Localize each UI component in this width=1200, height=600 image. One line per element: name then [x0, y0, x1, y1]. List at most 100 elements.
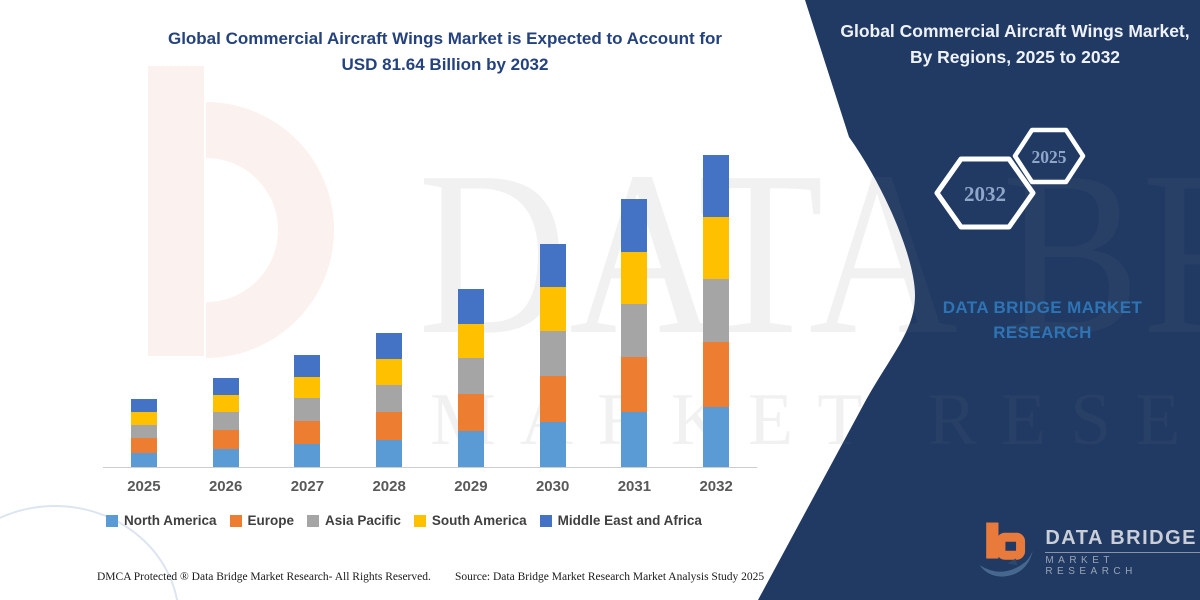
stacked-bar-2026 — [212, 378, 239, 467]
legend-label: Asia Pacific — [325, 513, 401, 528]
bar-segment-south-america — [539, 287, 566, 331]
chart-title-line2: USD 81.64 Billion by 2032 — [341, 55, 549, 75]
x-tick-label-2026: 2026 — [208, 478, 243, 495]
bar-column-2027 — [267, 147, 349, 467]
bar-segment-europe — [703, 342, 730, 407]
bar-segment-south-america — [212, 395, 239, 413]
legend-label: Middle East and Africa — [557, 513, 702, 528]
legend: North America Europe Asia Pacific South Ame… — [106, 513, 766, 528]
legend-item-south-america: South America — [413, 513, 527, 528]
bar-segment-north-america — [212, 448, 239, 467]
logo-watermark-bowl — [205, 102, 334, 358]
bar-segment-asia-pacific — [212, 412, 239, 431]
bar-segment-asia-pacific — [130, 424, 157, 439]
x-tick-label-2029: 2029 — [454, 478, 488, 495]
bar-segment-south-america — [376, 358, 403, 385]
chart-title: Global Commercial Aircraft Wings Market … — [130, 26, 760, 79]
x-tick-label-2032: 2032 — [699, 478, 733, 495]
bar-segment-europe — [539, 375, 566, 422]
bar-segment-middle-east-and-africa — [294, 355, 321, 377]
legend-item-asia-pacific: Asia Pacific — [307, 513, 401, 528]
bar-segment-europe — [294, 420, 321, 445]
bar-segment-middle-east-and-africa — [457, 288, 484, 324]
legend-swatch-icon — [307, 514, 320, 527]
x-labels: 2025 2026 2027 2028 2029 2030 2031 2032 — [103, 478, 757, 495]
logo-watermark-stem — [148, 66, 204, 356]
panel-brand-text: DATA BRIDGE MARKET RESEARCH — [905, 296, 1180, 345]
x-tick-label-2030: 2030 — [535, 478, 570, 495]
stacked-bar-2029 — [457, 288, 484, 467]
bar-segment-middle-east-and-africa — [703, 155, 730, 218]
stacked-bar-2027 — [294, 355, 321, 467]
legend-item-europe: Europe — [229, 513, 295, 528]
bar-segment-middle-east-and-africa — [376, 332, 403, 359]
logo-swoosh-accent — [1007, 558, 1018, 566]
bar-segment-asia-pacific — [376, 384, 403, 412]
chart-title-line1: Global Commercial Aircraft Wings Market … — [167, 29, 723, 48]
bar-segment-europe — [376, 411, 403, 440]
stacked-bar-2030 — [539, 243, 566, 467]
bar-segment-south-america — [130, 412, 157, 425]
bar-segment-south-america — [621, 251, 648, 304]
bar-segment-north-america — [703, 406, 730, 467]
bar-column-2029 — [430, 147, 512, 467]
bar-column-2028 — [348, 147, 430, 467]
legend-label: North America — [124, 513, 217, 528]
bar-column-2031 — [594, 147, 676, 467]
x-tick-label-2027: 2027 — [290, 478, 325, 495]
hexagon-2025 — [1012, 127, 1086, 185]
brand-logo-title: DATA BRIDGE — [1045, 527, 1197, 549]
bar-segment-europe — [130, 438, 157, 453]
logo-b-stem — [986, 522, 999, 559]
legend-swatch-icon — [229, 514, 242, 527]
stacked-bar-2028 — [376, 332, 403, 467]
stacked-bar-2025 — [130, 399, 157, 467]
legend-swatch-icon — [413, 514, 426, 527]
logo-swoosh — [979, 550, 1033, 577]
legend-label: Europe — [247, 513, 295, 528]
bar-segment-middle-east-and-africa — [621, 199, 648, 252]
panel-brand-line2: RESEARCH — [993, 322, 1092, 342]
stacked-bar-2031 — [621, 199, 648, 467]
brand-logo: DATA BRIDGE MARKET RESEARCH — [978, 519, 1200, 585]
bar-segment-middle-east-and-africa — [212, 378, 239, 396]
bar-segment-asia-pacific — [457, 358, 484, 395]
bar-segment-north-america — [621, 412, 648, 467]
bar-segment-asia-pacific — [621, 303, 648, 358]
logo-b-bowl — [996, 532, 1026, 560]
x-tick-label-2028: 2028 — [372, 478, 406, 495]
legend-swatch-icon — [106, 514, 118, 527]
brand-logo-subtitle: MARKET RESEARCH — [1045, 555, 1137, 577]
legend-item-north-america: North America — [106, 513, 217, 528]
bar-segment-asia-pacific — [539, 330, 566, 376]
legend-item-middle-east-and-africa: Middle East and Africa — [539, 513, 702, 528]
bar-segment-middle-east-and-africa — [539, 243, 566, 288]
bar-segment-north-america — [539, 421, 566, 467]
stacked-bar-2032 — [703, 155, 730, 467]
side-panel-shape — [758, 0, 1200, 600]
bars-area — [103, 147, 757, 467]
bar-column-2025 — [103, 147, 185, 467]
brand-logo-divider — [1045, 552, 1200, 553]
bar-segment-south-america — [703, 217, 730, 280]
x-tick-label-2025: 2025 — [127, 478, 161, 495]
brand-logo-icon — [979, 522, 1033, 577]
hexagon-2025-label: 2025 — [1032, 147, 1067, 167]
legend-swatch-icon — [539, 514, 552, 527]
bar-segment-middle-east-and-africa — [130, 399, 157, 413]
bar-segment-north-america — [376, 439, 403, 467]
panel-title: Global Commercial Aircraft Wings Market,… — [840, 21, 1190, 68]
bar-segment-europe — [212, 430, 239, 449]
bar-column-2030 — [512, 147, 594, 467]
bar-segment-asia-pacific — [703, 279, 730, 343]
bar-segment-europe — [457, 394, 484, 431]
x-tick-label-2031: 2031 — [617, 478, 652, 495]
hexagon-2032-label: 2032 — [964, 182, 1006, 206]
bar-segment-north-america — [294, 444, 321, 467]
bar-column-2026 — [185, 147, 267, 467]
bar-segment-north-america — [457, 430, 484, 467]
logo-watermark — [148, 66, 334, 358]
bar-segment-north-america — [130, 452, 157, 467]
